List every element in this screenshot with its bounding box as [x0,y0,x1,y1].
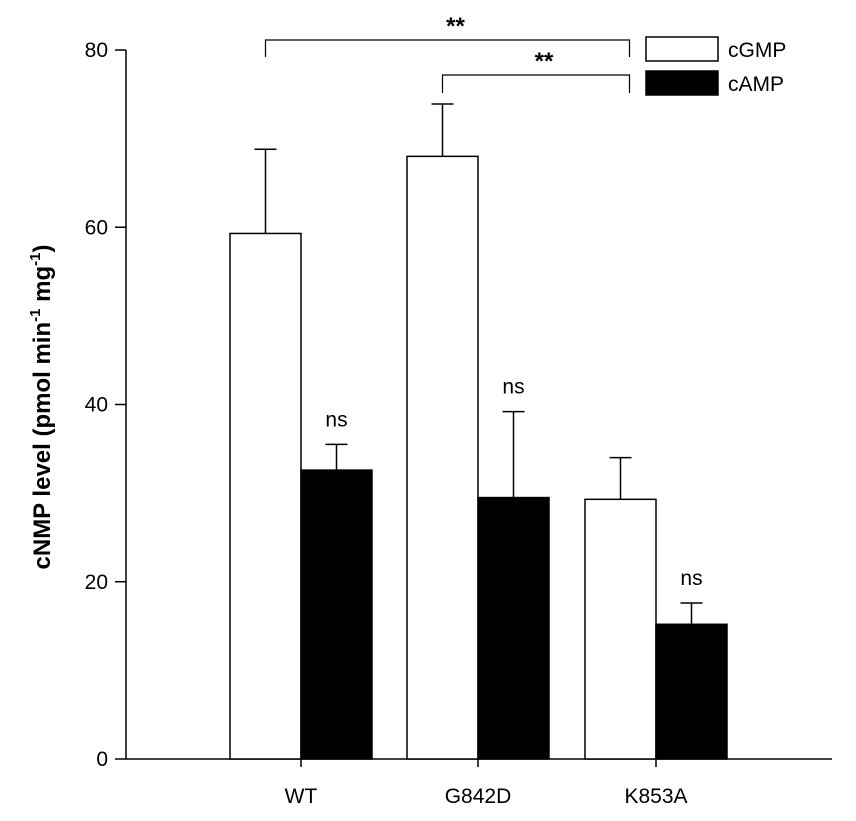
y-axis-label-superscript: -1 [27,309,44,322]
legend-swatch [645,36,719,62]
y-axis-label: cNMP level (pmol min-1 mg-1) [27,245,56,570]
legend-label: cGMP [728,39,786,62]
legend-swatch [645,70,719,96]
bar-annotation: ns [502,376,524,399]
axes: 0 20 40 60 80 WT G842D K853A [85,39,832,808]
x-tick-label: G842D [445,785,512,808]
bar-annotation: ns [325,408,347,431]
y-axis-label-superscript: -1 [27,253,44,266]
significance-bracket [264,39,631,57]
y-tick-label: 0 [96,748,108,771]
bar-annotation: ns [680,567,702,590]
legend-label: cAMP [728,73,784,96]
y-tick-label: 20 [85,571,108,594]
svg-text:cNMP level (pmol min-1 mg-1): cNMP level (pmol min-1 mg-1) [27,245,56,570]
y-axis-label-part: cNMP level (pmol min [29,322,56,570]
bar [477,496,550,760]
y-axis-label-part: mg [29,266,56,309]
y-tick-label: 60 [85,216,108,239]
significance-label: ** [535,48,554,75]
y-axis-label-part: ) [29,245,56,253]
x-tick-label: K853A [624,785,687,808]
y-tick-label: 40 [85,394,108,417]
bars [229,103,728,760]
x-tick-label: WT [285,785,318,808]
significance-bracket [441,74,631,93]
significance-label: ** [446,13,465,40]
y-tick-label: 80 [85,39,108,62]
annotations: ns ns ns ** ** [264,13,703,590]
bar [406,155,479,760]
bar [300,469,373,760]
bar [655,623,728,760]
bar [584,498,657,760]
bar [229,232,302,760]
legend: cGMP cAMP [645,36,786,96]
